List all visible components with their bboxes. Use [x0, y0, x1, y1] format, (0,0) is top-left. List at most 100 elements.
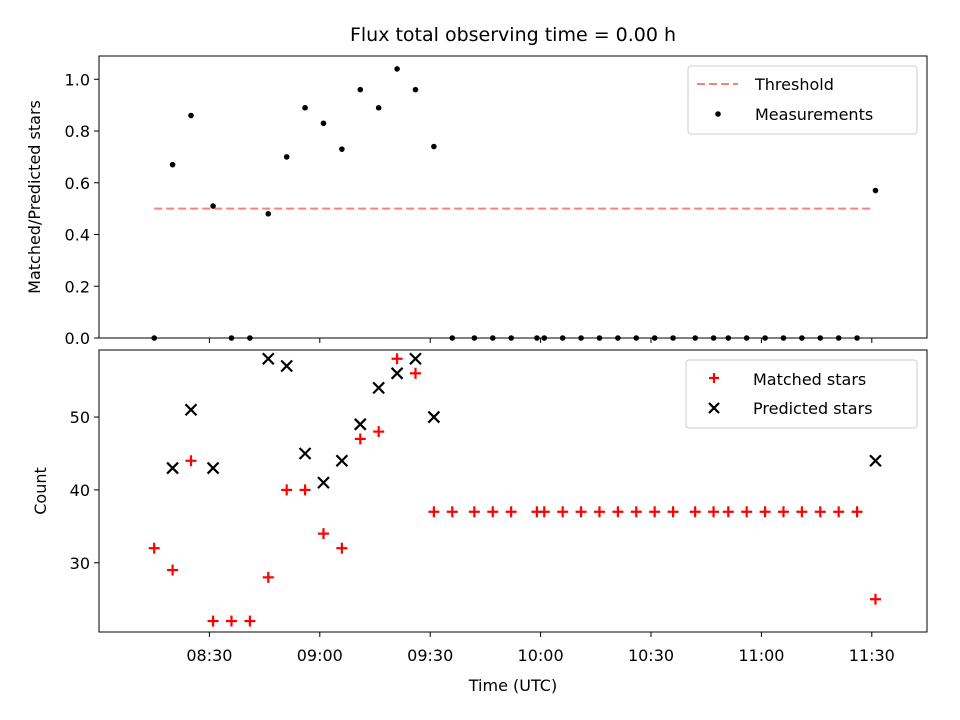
measurement-point	[169, 161, 176, 168]
matched-star-point	[262, 571, 274, 583]
matched-star-point	[689, 506, 701, 518]
predicted-star-mark	[335, 454, 349, 468]
matched-star-point	[869, 593, 881, 605]
x-tick-label: 10:30	[628, 646, 674, 665]
predicted-star-point	[317, 476, 330, 489]
matched-star-point	[741, 506, 753, 518]
measurement-point	[357, 86, 364, 93]
predicted-star-point	[372, 381, 385, 395]
matched-star-point	[796, 506, 808, 518]
matched-star-point	[630, 506, 642, 518]
matched-star-point	[538, 506, 550, 518]
top-y-tick-label: 0.0	[65, 329, 90, 348]
top-legend-frame	[687, 65, 918, 135]
matched-star-point	[777, 506, 789, 518]
x-tick-label: 09:00	[297, 646, 343, 665]
matched-star-point	[373, 426, 385, 438]
predicted-star-point	[166, 461, 179, 475]
predicted-star-mark	[184, 403, 198, 417]
x-axis-label: Time (UTC)	[468, 676, 557, 695]
predicted-star-point	[335, 454, 349, 468]
matched-star-point	[833, 506, 845, 518]
bottom-y-tick-label: 50	[70, 408, 90, 427]
predicted-star-mark	[206, 461, 220, 475]
top-y-tick-label: 0.8	[65, 122, 90, 141]
predicted-star-mark	[317, 476, 330, 489]
matched-star-point	[185, 455, 197, 467]
matched-star-point	[428, 506, 440, 518]
matched-star-point	[299, 484, 311, 496]
matched-star-point	[487, 506, 499, 518]
predicted-star-mark	[298, 447, 312, 460]
matched-star-point	[708, 506, 720, 518]
matched-star-point	[391, 353, 403, 365]
measurement-point	[375, 104, 382, 111]
matched-star-point	[409, 367, 421, 379]
predicted-star-point	[280, 359, 293, 373]
matched-star-point	[557, 506, 569, 518]
predicted-star-mark	[280, 359, 293, 373]
matched-star-point	[148, 542, 160, 554]
legend-threshold-label: Threshold	[754, 75, 834, 94]
matched-star-point	[667, 506, 679, 518]
measurement-point	[265, 211, 272, 217]
predicted-star-mark	[390, 367, 404, 380]
predicted-star-point	[298, 447, 312, 460]
measurement-point	[412, 86, 419, 93]
bottom-legend-frame	[685, 359, 918, 429]
matched-star-point	[851, 506, 863, 518]
matched-star-point	[593, 506, 605, 518]
x-tick-label: 08:30	[186, 646, 232, 665]
predicted-star-mark	[372, 381, 385, 395]
predicted-star-point	[427, 410, 441, 424]
predicted-star-mark	[409, 352, 422, 366]
matched-star-point	[317, 528, 329, 540]
bottom-y-tick-label: 40	[70, 481, 90, 500]
legend-predicted-label: Predicted stars	[753, 399, 873, 418]
predicted-star-point	[409, 352, 422, 366]
legend-matched-label: Matched stars	[753, 370, 866, 389]
bottom-y-tick-label: 30	[70, 554, 90, 573]
measurement-point	[431, 143, 437, 150]
matched-star-point	[336, 542, 348, 554]
top-y-axis-label: Matched/Predicted stars	[25, 100, 44, 294]
matched-star-point	[612, 506, 624, 518]
bottom-panel-marks: 30 40 50 08:30 09:00 09:30 10:00 10:30 11:00 11:3…	[70, 352, 895, 665]
matched-star-point	[505, 506, 517, 518]
predicted-star-mark	[354, 418, 367, 431]
measurement-point	[320, 120, 327, 127]
predicted-star-point	[206, 461, 220, 475]
matched-star-point	[722, 506, 734, 518]
matched-star-point	[354, 433, 366, 445]
predicted-star-mark	[166, 461, 179, 475]
measurement-point	[339, 146, 345, 152]
predicted-star-mark	[262, 352, 275, 366]
matched-star-point	[468, 506, 480, 518]
predicted-star-point	[354, 418, 367, 431]
legend-matched-swatch	[709, 373, 719, 383]
measurement-point	[302, 104, 308, 111]
x-tick-label: 09:30	[407, 646, 453, 665]
predicted-star-point	[390, 367, 404, 380]
bottom-y-axis-label: Count	[31, 467, 50, 515]
top-y-tick-label: 0.4	[65, 226, 90, 245]
matched-star-point	[167, 564, 179, 576]
top-panel-frame	[98, 55, 928, 339]
matched-star-point	[649, 506, 661, 518]
predicted-star-point	[869, 454, 882, 468]
predicted-star-point	[262, 352, 275, 366]
matched-star-point	[814, 506, 826, 518]
chart-title: Flux total observing time = 0.00 h	[350, 24, 676, 46]
top-legend: Threshold Measurements	[687, 65, 918, 135]
x-tick-label: 11:00	[738, 646, 784, 665]
x-tick-label: 10:00	[518, 646, 564, 665]
predicted-star-mark	[427, 410, 441, 424]
matched-star-point	[225, 615, 237, 627]
top-y-tick-label: 0.6	[65, 174, 90, 193]
top-panel-marks: 0.0 0.2 0.4 0.6 0.8 1.0	[65, 66, 879, 348]
measurement-point	[210, 203, 216, 209]
measurement-point	[188, 112, 194, 119]
matched-star-point	[207, 615, 219, 627]
matched-star-point	[575, 506, 587, 518]
